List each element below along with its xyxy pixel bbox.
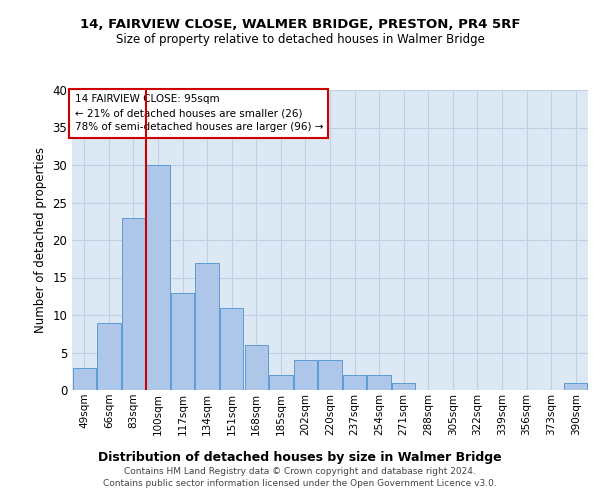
- Text: Distribution of detached houses by size in Walmer Bridge: Distribution of detached houses by size …: [98, 451, 502, 464]
- Bar: [171, 292, 194, 390]
- Bar: [122, 218, 145, 390]
- Bar: [196, 262, 219, 390]
- Bar: [245, 345, 268, 390]
- Bar: [319, 360, 341, 390]
- Text: Size of property relative to detached houses in Walmer Bridge: Size of property relative to detached ho…: [116, 32, 484, 46]
- Bar: [367, 375, 391, 390]
- Text: 14, FAIRVIEW CLOSE, WALMER BRIDGE, PRESTON, PR4 5RF: 14, FAIRVIEW CLOSE, WALMER BRIDGE, PREST…: [80, 18, 520, 30]
- Bar: [146, 165, 170, 390]
- Text: Contains HM Land Registry data © Crown copyright and database right 2024.
Contai: Contains HM Land Registry data © Crown c…: [103, 466, 497, 487]
- Bar: [392, 382, 415, 390]
- Text: 14 FAIRVIEW CLOSE: 95sqm
← 21% of detached houses are smaller (26)
78% of semi-d: 14 FAIRVIEW CLOSE: 95sqm ← 21% of detach…: [74, 94, 323, 132]
- Bar: [294, 360, 317, 390]
- Bar: [97, 322, 121, 390]
- Bar: [343, 375, 366, 390]
- Bar: [73, 368, 96, 390]
- Y-axis label: Number of detached properties: Number of detached properties: [34, 147, 47, 333]
- Bar: [269, 375, 293, 390]
- Bar: [220, 308, 244, 390]
- Bar: [564, 382, 587, 390]
